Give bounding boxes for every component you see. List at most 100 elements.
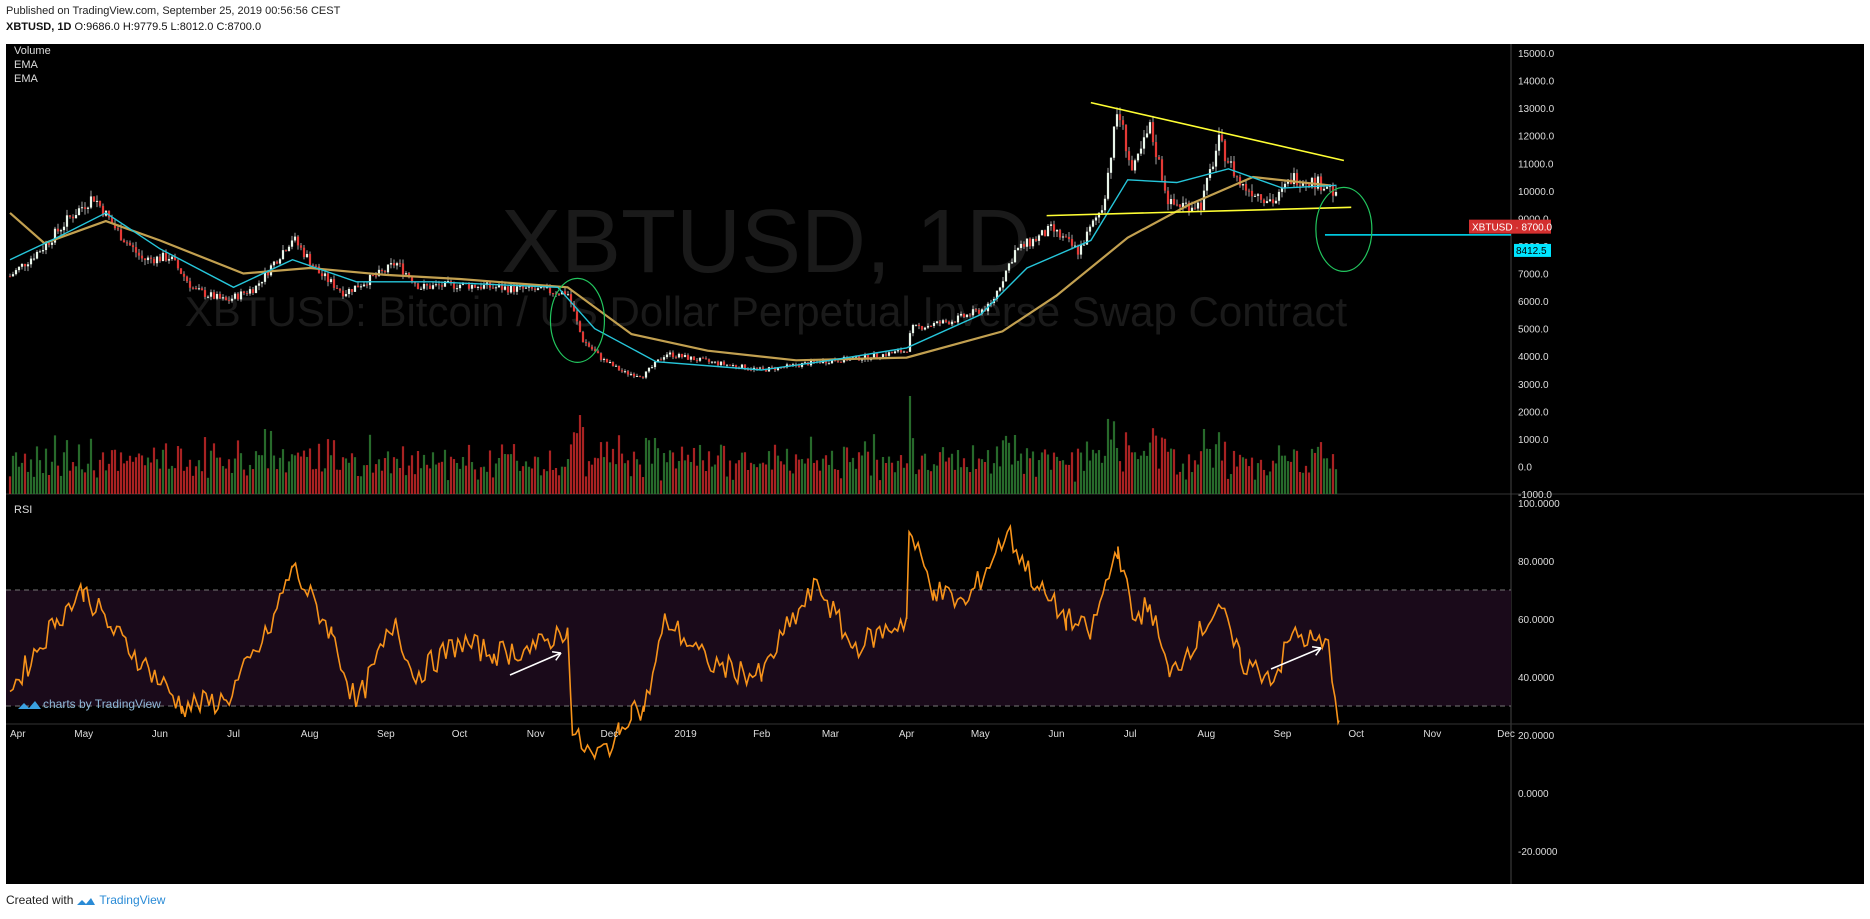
candle-body: [749, 369, 753, 371]
volume-bar: [1280, 455, 1284, 494]
volume-bar: [710, 466, 714, 494]
volume-bar: [701, 460, 705, 494]
volume-bar: [569, 444, 573, 494]
high-label: H:: [122, 21, 134, 33]
rsi-tick-label: 100.0000: [1518, 499, 1560, 510]
candle-body: [1274, 200, 1278, 204]
candle-body: [47, 242, 51, 245]
candle-body: [386, 264, 390, 273]
candle-body: [1181, 202, 1185, 208]
volume-bar: [1127, 445, 1131, 494]
tradingview-brand[interactable]: charts by TradingView: [18, 697, 161, 711]
volume-bar: [1085, 441, 1089, 494]
candle-body: [290, 240, 294, 247]
volume-bar: [518, 470, 522, 494]
legend-volume: Volume: [14, 45, 51, 57]
candle-body: [443, 281, 447, 287]
candle-body: [248, 289, 252, 294]
symbol-label: XBTUSD, 1D: [6, 21, 72, 33]
volume-bar: [467, 444, 471, 494]
candle-body: [356, 285, 360, 288]
volume-bar: [764, 464, 768, 494]
volume-bar: [77, 444, 81, 494]
candle-body: [791, 364, 795, 366]
volume-bar: [215, 457, 219, 494]
chart-svg[interactable]: XBTUSD, 1D XBTUSD: Bitcoin / US Dollar P…: [6, 44, 1864, 884]
candle-body: [311, 264, 315, 266]
candle-body: [596, 351, 600, 354]
candle-body: [1295, 173, 1299, 186]
candle-body: [194, 288, 198, 290]
volume-bar: [932, 464, 936, 494]
candle-body: [776, 367, 780, 371]
level-tag-bg: [1514, 243, 1551, 257]
candle-body: [242, 291, 246, 294]
volume-bar: [50, 461, 54, 494]
volume-bar: [935, 465, 939, 494]
candle-body: [1187, 202, 1191, 212]
candle-body: [929, 325, 933, 327]
volume-bar: [779, 461, 783, 494]
volume-bar: [752, 464, 756, 494]
volume-bar: [1262, 469, 1266, 494]
candle-body: [980, 309, 984, 314]
candle-body: [614, 365, 618, 367]
candle-body: [1292, 173, 1296, 184]
volume-bar: [74, 466, 78, 494]
candle-body: [875, 353, 879, 358]
candle-body: [710, 361, 714, 363]
candle-body: [11, 274, 15, 277]
volume-bar: [86, 463, 90, 494]
footer-brand[interactable]: TradingView: [99, 893, 166, 907]
volume-bar: [359, 476, 363, 494]
volume-bar: [884, 463, 888, 494]
volume-bar: [407, 465, 411, 494]
volume-bar: [173, 468, 177, 494]
volume-bar: [887, 456, 891, 494]
candle-body: [8, 276, 12, 278]
volume-bar: [896, 460, 900, 494]
volume-bar: [1214, 444, 1218, 494]
candle-body: [395, 263, 399, 266]
volume-bar: [1268, 471, 1272, 494]
volume-bar: [557, 475, 561, 494]
candle-body: [1100, 210, 1104, 213]
arrow-shaft: [509, 652, 562, 676]
candle-body: [959, 313, 963, 316]
candle-body: [1052, 224, 1056, 232]
volume-bar: [1160, 437, 1164, 494]
volume-bar: [227, 459, 231, 494]
candle-body: [122, 240, 126, 243]
volume-bar: [341, 457, 345, 494]
volume-bar: [197, 460, 201, 494]
volume-bar: [767, 451, 771, 494]
candle-body: [671, 352, 675, 358]
candle-body: [1259, 194, 1263, 200]
volume-bar: [668, 450, 672, 494]
candle-body: [1025, 238, 1029, 247]
rsi-tick-label: 0.0000: [1518, 789, 1549, 800]
brand-text[interactable]: charts by TradingView: [43, 697, 161, 711]
candle-body: [35, 251, 39, 259]
volume-bar: [1328, 468, 1332, 494]
candle-body: [953, 321, 957, 323]
candle-body: [449, 281, 453, 283]
candle-body: [917, 324, 921, 327]
volume-bar: [1118, 461, 1122, 494]
candle-body: [377, 269, 381, 276]
volume-bar: [974, 468, 978, 494]
candle-body: [155, 256, 159, 264]
volume-bar: [857, 452, 861, 494]
volume-bar: [1139, 455, 1143, 494]
candle-body: [308, 253, 312, 265]
chart-area[interactable]: XBTUSD, 1D XBTUSD: Bitcoin / US Dollar P…: [6, 44, 1864, 884]
volume-bar: [1004, 435, 1008, 494]
volume-bar: [170, 465, 174, 494]
candle-body: [617, 365, 621, 371]
volume-bar: [296, 452, 300, 494]
volume-bar: [1076, 448, 1080, 494]
volume-bar: [653, 437, 657, 494]
volume-bar: [1322, 458, 1326, 494]
volume-bar: [44, 448, 48, 494]
volume-bar: [1172, 449, 1176, 494]
